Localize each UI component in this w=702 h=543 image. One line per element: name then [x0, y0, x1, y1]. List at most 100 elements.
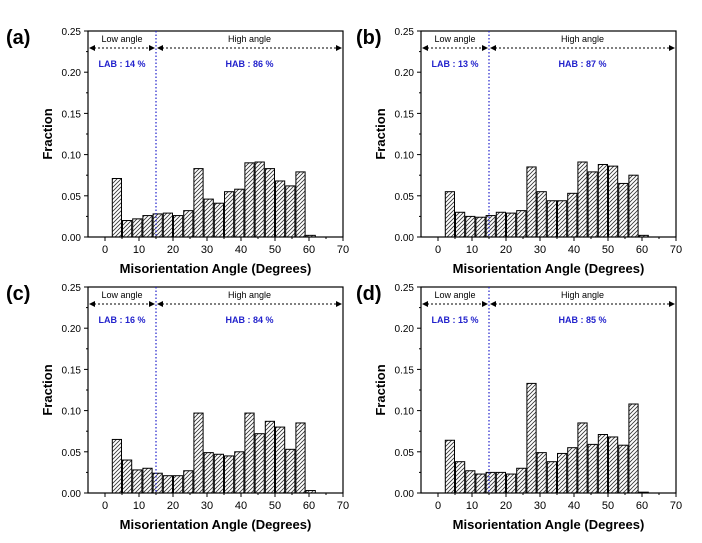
arrow-head: [490, 301, 496, 307]
histogram-bar: [495, 211, 506, 238]
x-tick-label: 40: [568, 500, 580, 512]
y-tick-label: 0.25: [395, 283, 415, 294]
histogram-bar: [546, 461, 557, 494]
arrow-head: [157, 45, 163, 51]
y-tick-label: 0.15: [62, 365, 82, 376]
histogram-bar: [244, 162, 255, 238]
histogram-bar: [587, 443, 598, 494]
histogram-bar: [183, 470, 194, 494]
x-tick-label: 50: [602, 500, 614, 512]
y-tick-label: 0.00: [395, 489, 415, 500]
x-tick-label: 60: [303, 244, 315, 256]
histogram-bar: [264, 168, 275, 238]
histogram-bar: [546, 200, 557, 238]
histogram-bar: [444, 439, 455, 494]
histogram-bar: [234, 451, 245, 494]
arrow-head: [157, 301, 163, 307]
histogram-bar: [142, 215, 153, 238]
histogram-bar: [485, 471, 496, 494]
y-tick-label: 0.25: [62, 27, 82, 38]
x-tick-label: 0: [102, 244, 108, 256]
x-tick-label: 70: [337, 500, 349, 512]
histogram-bar: [506, 212, 517, 238]
arrow-head: [149, 301, 155, 307]
arrow-head: [336, 45, 342, 51]
x-tick-label: 10: [466, 244, 478, 256]
histogram-bar: [203, 452, 214, 494]
x-tick-label: 40: [568, 244, 580, 256]
hab-percentage: HAB : 84 %: [225, 315, 273, 325]
histogram-bar: [475, 216, 486, 238]
histogram-bar: [597, 433, 608, 494]
histogram-bar: [173, 215, 184, 238]
x-tick-label: 60: [636, 500, 648, 512]
arrow-head: [490, 45, 496, 51]
histogram-bar: [495, 471, 506, 494]
x-tick-label: 40: [235, 500, 247, 512]
x-tick-label: 50: [269, 244, 281, 256]
x-tick-label: 60: [636, 244, 648, 256]
histogram-bar: [557, 452, 568, 494]
low-angle-label: Low angle: [434, 290, 475, 300]
histogram-bar: [275, 426, 286, 494]
histogram-bar: [111, 438, 123, 494]
histogram-bar: [152, 472, 163, 494]
lab-percentage: LAB : 13 %: [431, 59, 478, 69]
x-tick-label: 70: [337, 244, 349, 256]
high-angle-label: High angle: [561, 34, 604, 44]
x-tick-label: 0: [435, 500, 441, 512]
histogram-bar: [485, 215, 496, 238]
x-tick-label: 20: [500, 500, 512, 512]
x-tick-label: 0: [102, 500, 108, 512]
panel-label: (b): [356, 27, 382, 49]
x-tick-label: 30: [534, 244, 546, 256]
x-tick-label: 70: [670, 500, 682, 512]
panel-label: (c): [6, 283, 30, 305]
histogram-bar: [285, 185, 296, 238]
y-tick-label: 0.10: [395, 151, 415, 162]
arrow-head: [482, 45, 488, 51]
hab-percentage: HAB : 86 %: [225, 59, 273, 69]
y-tick-label: 0.05: [62, 448, 82, 459]
arrow-head: [422, 301, 428, 307]
arrow-head: [149, 45, 155, 51]
histogram-bar: [122, 220, 133, 238]
histogram-bar: [536, 191, 547, 238]
histogram-bar: [597, 163, 608, 238]
y-tick-label: 0.15: [62, 109, 82, 120]
histogram-bar: [132, 218, 143, 238]
high-angle-label: High angle: [228, 34, 271, 44]
low-angle-label: Low angle: [434, 34, 475, 44]
histogram-bar: [465, 215, 476, 238]
histogram-bar: [122, 459, 133, 494]
histogram-bar: [628, 403, 639, 494]
y-tick-label: 0.20: [62, 324, 82, 335]
histogram-bar: [506, 473, 517, 494]
histogram-bar: [224, 191, 235, 238]
x-axis-title: Misorientation Angle (Degrees): [120, 261, 312, 276]
y-tick-label: 0.00: [62, 233, 82, 244]
histogram-bar: [203, 198, 214, 238]
x-tick-label: 70: [670, 244, 682, 256]
y-tick-label: 0.10: [62, 151, 82, 162]
x-tick-label: 30: [201, 500, 213, 512]
arrow-head: [669, 45, 675, 51]
y-axis-title: Fraction: [373, 108, 388, 159]
x-tick-label: 10: [133, 500, 145, 512]
y-tick-label: 0.20: [62, 68, 82, 79]
y-tick-label: 0.15: [395, 365, 415, 376]
histogram-bar: [567, 447, 578, 494]
histogram-bar: [264, 420, 275, 494]
y-tick-label: 0.20: [395, 324, 415, 335]
histogram-bar: [465, 470, 476, 494]
histogram-bar: [132, 469, 143, 494]
histogram-bar: [244, 412, 255, 494]
histogram-panel-c: (c) Low angle High angle LAB : 16 % HAB : 84…: [6, 283, 349, 532]
x-tick-label: 10: [466, 500, 478, 512]
x-tick-label: 50: [602, 244, 614, 256]
histogram-bar: [526, 166, 537, 238]
arrow-head: [482, 301, 488, 307]
histogram-bar: [193, 412, 204, 494]
histogram-bar: [111, 177, 123, 238]
histogram-bar: [193, 168, 204, 238]
